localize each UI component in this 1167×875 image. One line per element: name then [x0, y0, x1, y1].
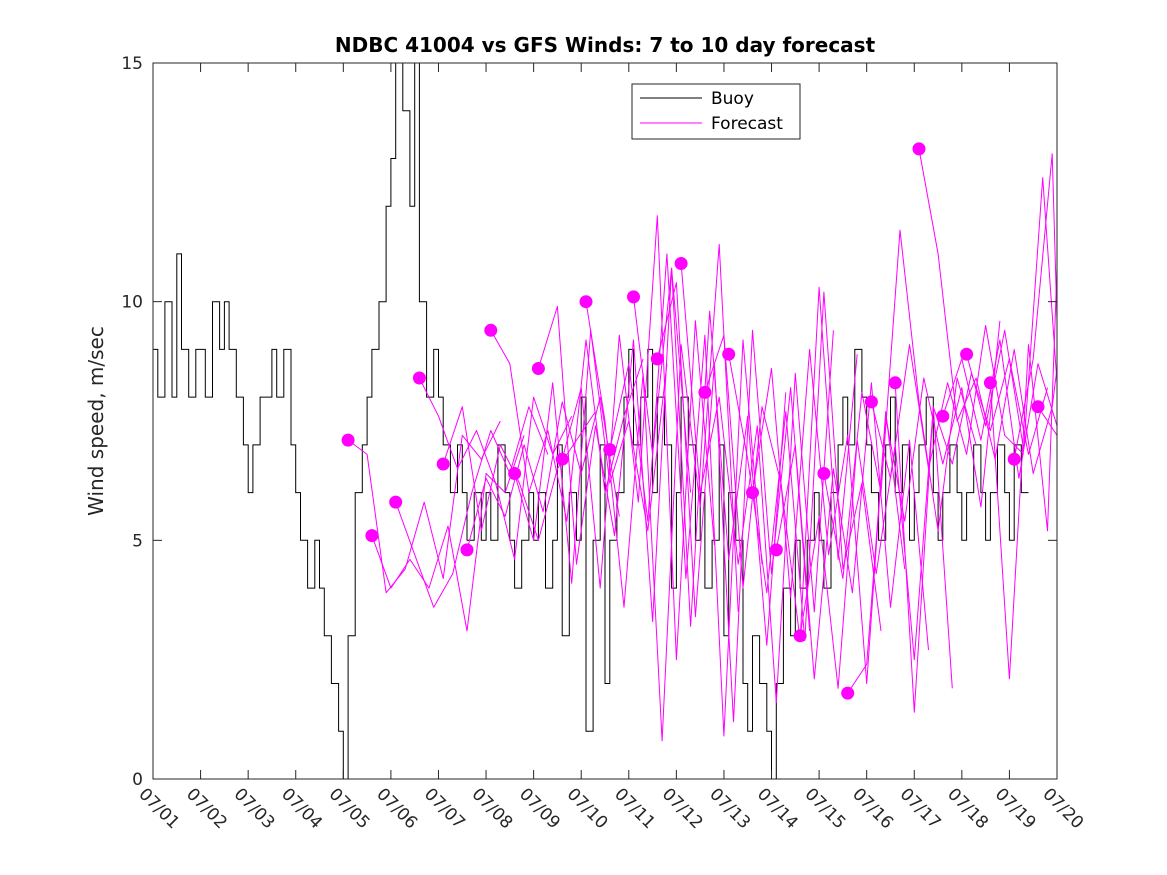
forecast-line-28	[989, 268, 1058, 680]
forecast-line-14	[656, 282, 811, 723]
forecast-line-26	[942, 339, 1058, 479]
forecast-line-15	[680, 263, 834, 704]
forecast-start-markers	[341, 142, 1045, 700]
forecast-line-11	[585, 243, 739, 742]
forecast-start-marker-24	[888, 376, 902, 390]
axis-ticks	[152, 62, 1058, 780]
forecast-line-13	[633, 267, 787, 646]
forecast-start-marker-9	[531, 362, 545, 375]
forecast-line-21	[823, 229, 977, 579]
y-axis-label: Wind speed, m/sec	[84, 326, 108, 516]
buoy-series	[153, 62, 1029, 780]
forecast-line-5	[442, 406, 596, 541]
forecast-start-marker-27	[960, 347, 974, 361]
forecast-start-marker-8	[508, 467, 522, 480]
y-tick-label: 0	[132, 770, 143, 790]
forecast-line-19	[775, 382, 929, 680]
forecast-line-7	[490, 330, 644, 522]
forecast-start-marker-18	[746, 486, 759, 500]
forecast-start-marker-19	[769, 543, 783, 557]
forecast-start-marker-4	[412, 371, 426, 385]
chart-title: NDBC 41004 vs GFS Winds: 7 to 10 day for…	[335, 33, 876, 57]
forecast-start-marker-1	[341, 433, 355, 447]
forecast-start-marker-21	[817, 467, 831, 480]
plot-frame	[152, 62, 1058, 780]
forecast-start-marker-28	[983, 376, 997, 390]
forecast-start-marker-12	[603, 443, 617, 457]
forecast-line-27	[966, 177, 1058, 451]
forecast-line-6	[466, 396, 620, 551]
forecast-line-2	[371, 435, 525, 632]
legend-buoy-label: Buoy	[711, 89, 754, 109]
forecast-line-20	[799, 406, 953, 689]
legend-box	[631, 83, 801, 140]
forecast-start-marker-5	[436, 457, 450, 471]
legend-forecast-label: Forecast	[711, 114, 783, 134]
forecast-start-marker-10	[555, 452, 569, 466]
forecast-start-marker-26	[936, 409, 950, 423]
forecast-start-marker-30	[1031, 400, 1045, 414]
forecast-start-marker-25	[912, 142, 926, 156]
forecast-start-marker-6	[460, 543, 474, 557]
y-tick-label: 15	[121, 54, 143, 74]
y-tick-labels: 0 5 10 15	[121, 54, 143, 790]
forecast-line-22	[847, 320, 1001, 694]
forecast-start-marker-22	[841, 686, 855, 700]
forecast-start-marker-23	[864, 395, 878, 409]
forecast-start-marker-16	[698, 385, 712, 399]
forecast-start-marker-3	[389, 495, 403, 509]
forecast-start-marker-14	[650, 352, 664, 366]
forecast-start-marker-7	[484, 323, 498, 337]
forecast-start-marker-29	[1007, 452, 1021, 466]
forecast-line-12	[609, 253, 763, 737]
forecast-line-3	[395, 406, 549, 608]
forecast-line-1	[347, 420, 501, 594]
y-tick-label: 5	[132, 531, 143, 551]
forecast-line-29	[1013, 153, 1058, 460]
forecast-line-10	[561, 215, 715, 661]
forecast-start-marker-11	[579, 295, 593, 309]
forecast-line-17	[728, 291, 882, 642]
forecast-start-marker-17	[722, 347, 736, 361]
forecast-start-marker-15	[674, 257, 688, 270]
forecast-start-marker-13	[627, 290, 640, 304]
forecast-start-marker-20	[793, 629, 807, 643]
forecast-series	[347, 148, 1058, 742]
legend: Buoy Forecast	[631, 83, 801, 140]
y-tick-label: 10	[121, 293, 143, 313]
forecast-line-9	[537, 267, 692, 622]
forecast-start-marker-2	[365, 529, 379, 543]
buoy-line	[153, 62, 1029, 780]
